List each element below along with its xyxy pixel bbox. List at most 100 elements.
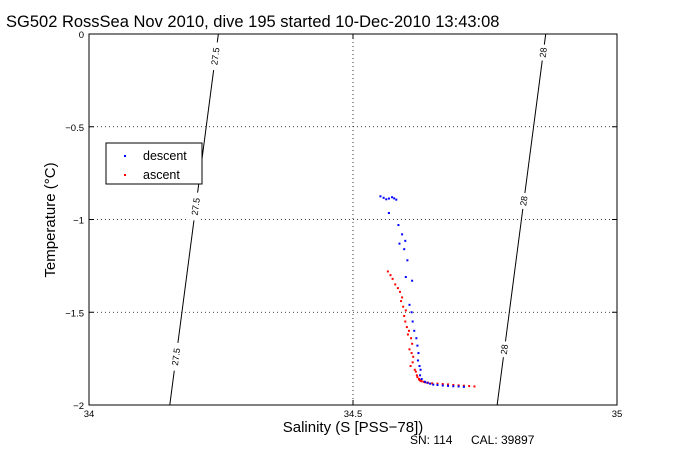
density-contours: 27.5 27.5 27.5 28 28 28	[169, 33, 550, 406]
axis-ticks: 34 34.5 35 0 −0.5 −1 −1.5 −2	[65, 30, 622, 420]
point-descent	[404, 239, 407, 242]
contour-label-text: 28	[518, 195, 529, 206]
contour-label: 27.5	[208, 41, 223, 71]
point-descent	[441, 384, 444, 387]
point-ascent	[420, 380, 423, 383]
contour-label: 27.5	[169, 342, 183, 372]
legend-marker-descent	[124, 155, 126, 157]
point-descent	[416, 344, 419, 347]
x-tick-label: 35	[612, 409, 623, 420]
point-ascent	[404, 320, 407, 323]
point-descent	[393, 197, 396, 200]
point-descent	[406, 259, 409, 262]
point-descent	[419, 368, 422, 371]
point-ascent	[415, 374, 418, 377]
point-descent	[413, 329, 416, 332]
x-axis-label: Salinity (S [PSS−78])	[283, 419, 423, 436]
point-ascent	[401, 296, 404, 299]
point-ascent	[412, 355, 415, 358]
y-tick-label: −1	[73, 216, 84, 227]
point-ascent	[396, 287, 399, 290]
legend-label-descent: descent	[143, 149, 187, 163]
y-tick-label: 0	[79, 30, 84, 41]
point-descent	[403, 248, 406, 251]
contour-label: 28	[498, 340, 511, 358]
contour-label: 28	[537, 43, 550, 62]
point-ascent	[431, 382, 434, 385]
x-tick-label: 34.5	[344, 409, 363, 420]
legend-label-ascent: ascent	[143, 168, 180, 182]
chart-title: SG502 RossSea Nov 2010, dive 195 started…	[6, 13, 500, 31]
contour-label: 27.5	[188, 191, 203, 222]
y-tick-label: −1.5	[65, 308, 84, 319]
point-descent	[462, 385, 465, 388]
contour-label: 28	[517, 192, 530, 210]
point-ascent	[386, 270, 389, 273]
point-descent	[426, 381, 429, 384]
point-ascent	[418, 378, 421, 381]
grid-lines	[89, 34, 617, 405]
point-descent	[387, 197, 390, 200]
point-ascent	[403, 314, 406, 317]
contour-label-bg	[188, 191, 203, 222]
contour-label-text: 28	[538, 47, 549, 58]
point-descent	[452, 385, 455, 388]
point-ascent	[409, 365, 412, 368]
contour-label-text: 28	[499, 344, 510, 355]
point-ascent	[402, 305, 405, 308]
legend: descent ascent	[105, 142, 203, 185]
point-descent	[395, 198, 398, 201]
point-ascent	[391, 277, 394, 280]
point-ascent	[416, 376, 419, 379]
contour-label-text: 27.5	[209, 47, 221, 66]
point-descent	[397, 224, 400, 227]
point-descent	[391, 196, 394, 199]
point-descent	[417, 352, 420, 355]
point-ascent	[394, 283, 397, 286]
point-ascent	[405, 326, 408, 329]
y-axis-label: Temperature (°C)	[42, 162, 59, 277]
point-ascent	[422, 380, 425, 383]
point-ascent	[389, 274, 392, 277]
y-tick-label: −0.5	[65, 123, 84, 134]
y-tick-label: −2	[73, 401, 84, 412]
point-descent	[379, 195, 382, 198]
point-descent	[398, 242, 401, 245]
point-descent	[432, 383, 435, 386]
point-descent	[420, 378, 423, 381]
data-points	[379, 195, 476, 388]
contour-label-bg	[208, 41, 223, 71]
point-descent	[410, 311, 413, 314]
point-ascent	[452, 383, 455, 386]
point-ascent	[411, 361, 414, 364]
point-ascent	[447, 383, 450, 386]
contour-label-bg	[537, 43, 550, 62]
point-descent	[387, 212, 390, 215]
point-ascent	[398, 290, 401, 293]
contour-label-bg	[517, 192, 530, 210]
point-descent	[423, 380, 426, 383]
point-ascent	[404, 309, 407, 312]
point-ascent	[436, 382, 439, 385]
point-descent	[416, 359, 419, 362]
point-ascent	[414, 370, 417, 373]
x-tick-label: 34	[84, 409, 95, 420]
point-descent	[447, 384, 450, 387]
legend-marker-ascent	[124, 174, 126, 176]
point-descent	[436, 383, 439, 386]
point-ascent	[457, 384, 460, 387]
point-ascent	[441, 383, 444, 386]
point-ascent	[410, 337, 413, 340]
point-descent	[418, 365, 421, 368]
contour-label-bg	[498, 340, 511, 358]
point-descent	[404, 276, 407, 279]
point-descent	[457, 385, 460, 388]
contour-label-bg	[169, 342, 183, 372]
point-descent	[415, 337, 418, 340]
point-ascent	[462, 384, 465, 387]
point-ascent	[400, 300, 403, 303]
point-descent	[385, 198, 388, 201]
point-ascent	[419, 379, 422, 382]
contour-label-text: 27.5	[170, 347, 182, 366]
